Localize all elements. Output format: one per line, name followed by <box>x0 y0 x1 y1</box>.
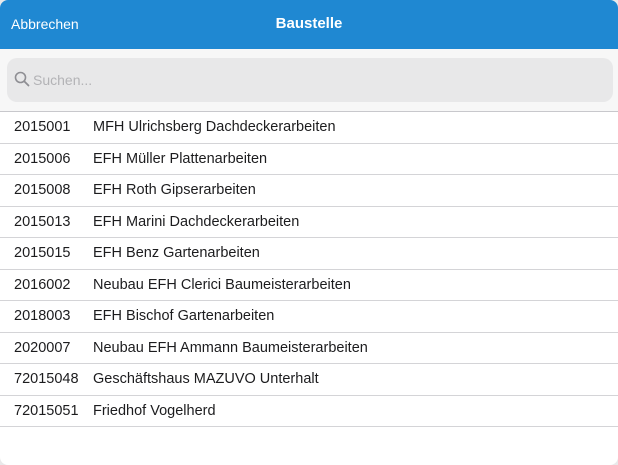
page-title: Baustelle <box>275 15 343 32</box>
site-name: EFH Roth Gipserarbeiten <box>93 182 256 199</box>
site-number: 2015006 <box>14 150 71 167</box>
list-item[interactable]: 72015051 Friedhof Vogelherd <box>0 396 618 427</box>
site-name: MFH Ulrichsberg Dachdeckerarbeiten <box>93 119 336 136</box>
search-field[interactable] <box>7 58 613 102</box>
cancel-button[interactable]: Abbrechen <box>11 16 79 32</box>
search-bar <box>0 49 618 111</box>
site-name: Geschäftshaus MAZUVO Unterhalt <box>93 371 319 388</box>
site-number: 2015015 <box>14 245 71 262</box>
site-number: 2015008 <box>14 182 71 199</box>
site-number: 2016002 <box>14 276 71 293</box>
search-icon <box>14 71 30 87</box>
list-item[interactable]: 2015015 EFH Benz Gartenarbeiten <box>0 238 618 270</box>
site-name: EFH Müller Plattenarbeiten <box>93 150 268 167</box>
site-number: 2015001 <box>14 119 71 136</box>
navigation-bar: Abbrechen Baustelle <box>0 0 618 49</box>
site-name: Friedhof Vogelherd <box>93 402 216 419</box>
site-name: EFH Bischof Gartenarbeiten <box>93 308 275 325</box>
site-name: EFH Benz Gartenarbeiten <box>93 245 260 262</box>
list-item[interactable]: 2015013 EFH Marini Dachdeckerarbeiten <box>0 207 618 238</box>
site-number: 2020007 <box>14 339 71 356</box>
list-item[interactable]: 2015001 MFH Ulrichsberg Dachdeckerarbeite… <box>0 112 618 144</box>
site-number: 2015013 <box>14 213 71 230</box>
list-item[interactable]: 72015048 Geschäftshaus MAZUVO Unterhalt <box>0 364 618 396</box>
site-name: Neubau EFH Clerici Baumeisterarbeiten <box>93 276 351 293</box>
list-item[interactable]: 2015006 EFH Müller Plattenarbeiten <box>0 144 618 175</box>
list-item[interactable]: 2020007 Neubau EFH Ammann Baumeisterarbei… <box>0 333 618 364</box>
site-number: 2018003 <box>14 308 71 325</box>
list-item[interactable]: 2015008 EFH Roth Gipserarbeiten <box>0 175 618 207</box>
list-item[interactable]: 2016002 Neubau EFH Clerici Baumeisterarbe… <box>0 270 618 301</box>
site-number: 72015048 <box>14 371 79 388</box>
search-input[interactable] <box>33 58 603 102</box>
site-number: 72015051 <box>14 402 79 419</box>
list-item[interactable]: 2018003 EFH Bischof Gartenarbeiten <box>0 301 618 333</box>
site-list: 2015001 MFH Ulrichsberg Dachdeckerarbeite… <box>0 111 618 427</box>
site-name: EFH Marini Dachdeckerarbeiten <box>93 213 300 230</box>
site-name: Neubau EFH Ammann Baumeisterarbeiten <box>93 339 368 356</box>
